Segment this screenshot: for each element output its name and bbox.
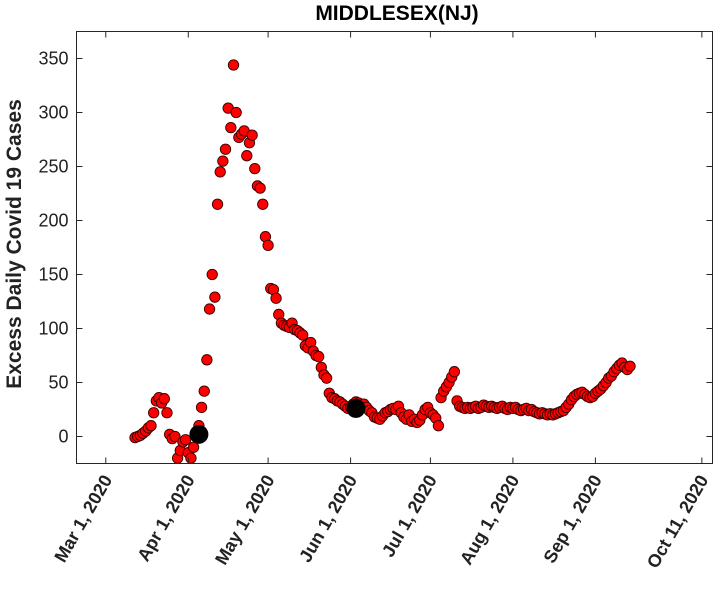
y-tick-label: 100 bbox=[38, 319, 68, 339]
y-tick-label: 0 bbox=[58, 427, 68, 447]
data-point bbox=[241, 150, 253, 162]
data-point bbox=[169, 430, 181, 443]
chart-title: MIDDLESEX(NJ) bbox=[315, 2, 478, 25]
x-tick-label: Oct 11, 2020 bbox=[643, 472, 712, 572]
data-point bbox=[448, 366, 461, 378]
x-tick-label: Mar 1, 2020 bbox=[50, 472, 116, 566]
x-tick-label: Aug 1, 2020 bbox=[456, 472, 523, 569]
data-point bbox=[254, 182, 266, 194]
data-point bbox=[203, 303, 216, 315]
data-point bbox=[185, 452, 197, 464]
highlight-points bbox=[189, 398, 366, 444]
data-point bbox=[270, 292, 282, 304]
data-point bbox=[249, 163, 261, 175]
data-point bbox=[148, 407, 160, 419]
data-point bbox=[211, 198, 224, 210]
y-tick-label: 50 bbox=[48, 373, 68, 393]
highlight-point bbox=[346, 398, 366, 418]
data-point bbox=[201, 354, 213, 366]
data-point bbox=[624, 360, 636, 372]
data-point bbox=[179, 434, 192, 446]
data-point bbox=[297, 329, 309, 341]
y-tick-label: 200 bbox=[38, 211, 68, 231]
data-point bbox=[262, 239, 274, 251]
data-point bbox=[230, 106, 242, 119]
x-tick-label: Apr 1, 2020 bbox=[133, 472, 198, 565]
data-point bbox=[209, 291, 221, 303]
data-point bbox=[246, 129, 258, 141]
data-point bbox=[214, 166, 226, 178]
data-point bbox=[219, 143, 232, 155]
y-tick-label: 250 bbox=[38, 157, 68, 177]
y-tick-label: 300 bbox=[38, 103, 68, 123]
data-point bbox=[257, 198, 269, 210]
x-tick-label: Jun 1, 2020 bbox=[295, 472, 361, 566]
axes: 0 50 100 150 200 250 300 350 Mar 1, 2020 Apr 1, 2… bbox=[38, 31, 713, 572]
x-tick-label: Sep 1, 2020 bbox=[540, 472, 606, 567]
data-points bbox=[129, 59, 636, 464]
data-point bbox=[313, 350, 325, 363]
x-tick-label: Jul 1, 2020 bbox=[378, 472, 441, 561]
data-point bbox=[161, 407, 173, 419]
plot-area-frame bbox=[76, 31, 713, 464]
data-point bbox=[227, 59, 240, 71]
y-tick-label: 150 bbox=[38, 265, 68, 285]
data-point bbox=[145, 420, 157, 432]
data-point bbox=[198, 385, 210, 397]
data-point bbox=[432, 420, 445, 432]
data-point bbox=[320, 372, 333, 384]
highlight-point bbox=[189, 424, 209, 444]
y-axis-label: Excess Daily Covid 19 Cases bbox=[3, 99, 26, 389]
y-tick-label: 350 bbox=[38, 49, 68, 69]
data-point bbox=[206, 268, 218, 281]
data-point bbox=[225, 121, 237, 134]
data-point bbox=[195, 401, 208, 413]
x-tick-label: May 1, 2020 bbox=[211, 472, 278, 569]
data-point bbox=[217, 155, 229, 167]
data-point bbox=[158, 393, 170, 405]
